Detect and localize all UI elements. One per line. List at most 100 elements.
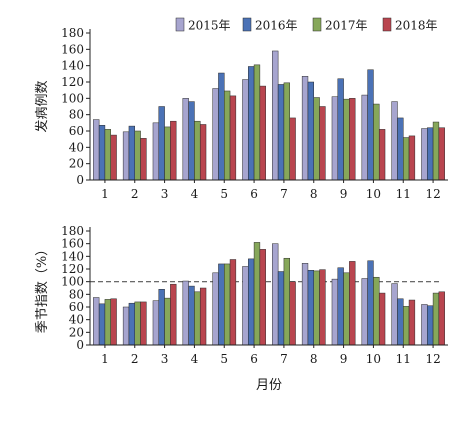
bar-2015年-m10: [361, 278, 368, 346]
bar-2015年-m5: [212, 272, 219, 346]
legend-label: 2016年: [255, 19, 298, 33]
bar-2015年-m4: [182, 280, 189, 346]
x-tick-label: 7: [280, 352, 288, 366]
bar-2018年-m6: [259, 85, 266, 181]
y-tick-label: 140: [61, 59, 84, 73]
y-tick-label: 20: [69, 325, 84, 339]
bar-2015年-m7: [272, 50, 279, 181]
bar-2017年-m9: [343, 98, 350, 181]
bar-2015年-m1: [93, 297, 100, 346]
legend-label: 2017年: [325, 19, 368, 33]
bar-2016年-m5: [218, 72, 225, 181]
legend-label: 2018年: [395, 19, 438, 33]
x-tick-label: 5: [220, 187, 228, 201]
bar-2018年-m10: [378, 129, 386, 181]
bar-2017年-m10: [373, 276, 380, 346]
y-tick-label: 80: [69, 287, 84, 301]
x-tick-label: 7: [280, 187, 288, 201]
bar-2015年-m7: [272, 243, 279, 346]
bar-2016年-m6: [248, 258, 255, 346]
bar-2016年-m3: [158, 289, 165, 346]
bar-2018年-m5: [229, 95, 237, 181]
bar-2018年-m7: [289, 117, 296, 181]
x-tick-label: 3: [161, 352, 169, 366]
bar-2017年-m1: [104, 129, 111, 181]
bar-2017年-m5: [224, 90, 231, 181]
bar-2016年-m10: [367, 260, 374, 346]
bar-2016年-m9: [337, 78, 344, 181]
bar-2016年-m4: [188, 101, 195, 181]
x-axis-label: 月份: [256, 378, 282, 393]
y-tick-label: 180: [61, 26, 84, 40]
x-tick-label: 8: [310, 352, 318, 366]
bar-2018年-m5: [229, 259, 237, 346]
bar-2017年-m8: [313, 97, 320, 181]
bar-2017年-m3: [164, 297, 171, 346]
bar-2016年-m5: [218, 263, 225, 346]
x-tick-label: 1: [101, 187, 109, 201]
y-tick-label: 40: [69, 140, 84, 154]
bar-2018年-m11: [408, 299, 416, 346]
y-tick-label: 0: [76, 173, 84, 187]
bar-2016年-m6: [248, 66, 255, 181]
y-tick-label: 140: [61, 249, 84, 263]
bar-2017年-m12: [432, 292, 440, 346]
bar-2015年-m6: [242, 266, 249, 346]
x-tick-label: 9: [340, 352, 348, 366]
bar-2016年-m1: [98, 303, 106, 346]
bar-2016年-m9: [337, 267, 344, 346]
y-tick-label: 100: [61, 91, 84, 105]
bar-2017年-m2: [134, 301, 141, 346]
bar-2017年-m11: [403, 306, 410, 346]
bar-2018年-m3: [170, 283, 177, 346]
bar-2016年-m11: [397, 117, 404, 181]
bar-2016年-m7: [277, 271, 285, 346]
x-tick-label: 10: [366, 352, 381, 366]
x-tick-label: 11: [396, 187, 411, 201]
bar-2018年-m12: [438, 291, 445, 346]
bar-2018年-m4: [199, 287, 207, 346]
bar-2017年-m4: [194, 120, 201, 181]
x-tick-label: 6: [250, 187, 258, 201]
bar-2016年-m2: [128, 125, 135, 181]
y-tick-label: 20: [69, 157, 84, 171]
bar-2017年-m7: [283, 257, 290, 346]
bar-2018年-m4: [199, 124, 207, 181]
bar-2016年-m10: [367, 69, 374, 181]
legend-swatch-2018年: [382, 17, 392, 32]
bar-2017年-m2: [134, 130, 141, 181]
bar-2015年-m8: [301, 263, 309, 346]
bar-2017年-m6: [253, 64, 261, 181]
bar-2018年-m6: [259, 249, 266, 346]
bar-2015年-m9: [331, 278, 339, 346]
x-tick-label: 12: [425, 187, 440, 201]
bar-2015年-m11: [391, 283, 398, 346]
bar-2015年-m4: [182, 98, 189, 181]
bar-2018年-m2: [140, 301, 147, 346]
bar-2015年-m11: [391, 101, 398, 181]
bar-2016年-m4: [188, 285, 195, 346]
x-tick-label: 8: [310, 187, 318, 201]
y-tick-label: 60: [69, 124, 84, 138]
bar-2018年-m3: [170, 120, 177, 181]
bar-2017年-m11: [403, 137, 410, 181]
bar-2018年-m1: [110, 134, 117, 181]
y-tick-label: 40: [69, 313, 84, 327]
bar-2018年-m11: [408, 135, 416, 181]
bar-2016年-m12: [427, 127, 434, 181]
bar-2017年-m7: [283, 82, 290, 181]
x-tick-label: 11: [396, 352, 411, 366]
bar-2017年-m6: [253, 242, 261, 346]
bar-2017年-m1: [104, 299, 111, 346]
bar-2018年-m1: [110, 298, 117, 346]
bar-2016年-m12: [427, 305, 434, 346]
x-tick-label: 2: [131, 352, 139, 366]
x-tick-label: 10: [366, 187, 381, 201]
bar-2017年-m4: [194, 291, 201, 346]
bar-2015年-m12: [421, 128, 428, 181]
x-tick-label: 12: [425, 352, 440, 366]
bar-2017年-m3: [164, 126, 171, 181]
bar-2018年-m8: [319, 269, 326, 346]
